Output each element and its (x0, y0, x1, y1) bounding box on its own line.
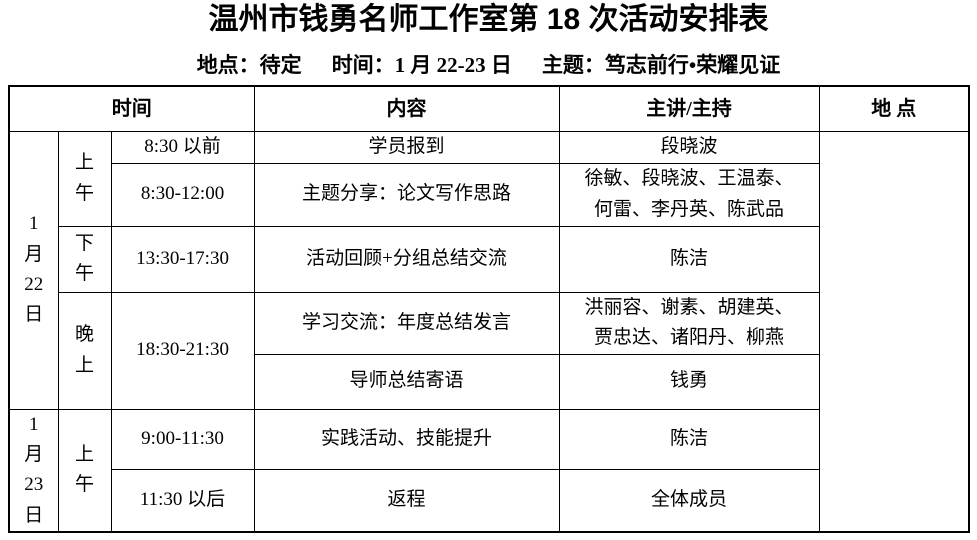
content-cell: 学习交流：年度总结发言 (253, 291, 560, 355)
header-row: 时间 内容 主讲/主持 地 点 (8, 85, 970, 132)
date-cell-day1: 1 月 22 日 (8, 130, 59, 410)
period-cell-day1-afternoon: 下 午 (57, 225, 112, 293)
speaker-cell: 全体成员 (558, 468, 820, 533)
time-cell: 11:30 以后 (110, 468, 255, 533)
content-cell: 主题分享：论文写作思路 (253, 162, 560, 227)
schedule-row: 11:30 以后 返程 全体成员 (9, 468, 969, 533)
schedule-row: 1 月 22 日 上 午 8:30 以前 学员报到 段晓波 (8, 130, 970, 533)
header-cell-content: 内容 (253, 85, 560, 132)
speaker-cell: 钱勇 (558, 353, 820, 410)
page-title: 温州市钱勇名师工作室第 18 次活动安排表 (208, 3, 769, 36)
period-cell-day2-morning: 上 午 (57, 408, 112, 533)
period-cell-day1-evening: 晚 上 (57, 291, 112, 410)
header-cell-speaker: 主讲/主持 (558, 85, 820, 132)
time-cell: 8:30-12:00 (110, 162, 255, 227)
content-cell: 返程 (253, 468, 560, 533)
content-cell: 活动回顾+分组总结交流 (253, 225, 560, 293)
content-cell: 导师总结寄语 (253, 353, 560, 410)
content-cell: 实践活动、技能提升 (253, 408, 560, 470)
schedule-row: 晚 上 18:30-21:30 学习交流：年度总结发言 洪丽容、谢素、胡建英、 … (9, 291, 969, 410)
schedule-row: 下 午 13:30-17:30 活动回顾+分组总结交流 陈洁 (9, 225, 969, 293)
schedule-row: 导师总结寄语 钱勇 (9, 353, 969, 410)
speaker-cell: 陈洁 (558, 408, 820, 470)
time-cell: 13:30-17:30 (110, 225, 255, 293)
meta-time: 时间：1 月 22-23 日 (331, 53, 512, 77)
schedule-row: 1 月 23 日 上 午 9:00-11:30 实践活动、技能提升 陈洁 (8, 408, 969, 533)
schedule-row: 8:30-12:00 主题分享：论文写作思路 徐敏、段晓波、王温泰、 何雷、李丹… (9, 162, 969, 227)
speaker-cell: 洪丽容、谢素、胡建英、 贾忠达、诸阳丹、柳燕 (558, 291, 820, 355)
date-cell-day2: 1 月 23 日 (8, 408, 59, 533)
speaker-cell: 段晓波 (558, 130, 820, 164)
meta-line: 地点：待定 时间：1 月 22-23 日 主题：笃志前行•荣耀见证 (0, 50, 977, 80)
speaker-cell: 陈洁 (558, 225, 820, 293)
schedule-table: 时间 内容 主讲/主持 地 点 1 月 22 日 上 午 8:30 以前 学员报… (8, 85, 971, 534)
time-cell: 18:30-21:30 (110, 291, 255, 410)
meta-location: 地点：待定 (196, 53, 302, 77)
header-cell-location: 地 点 (818, 85, 970, 132)
location-cell (818, 130, 970, 533)
meta-theme: 主题：笃志前行•荣耀见证 (541, 53, 781, 77)
header-cell-time: 时间 (8, 85, 255, 132)
speaker-cell: 徐敏、段晓波、王温泰、 何雷、李丹英、陈武品 (558, 162, 820, 227)
time-cell: 8:30 以前 (110, 130, 255, 164)
time-cell: 9:00-11:30 (110, 408, 255, 470)
period-cell-day1-morning: 上 午 (57, 130, 112, 227)
content-cell: 学员报到 (253, 130, 560, 164)
